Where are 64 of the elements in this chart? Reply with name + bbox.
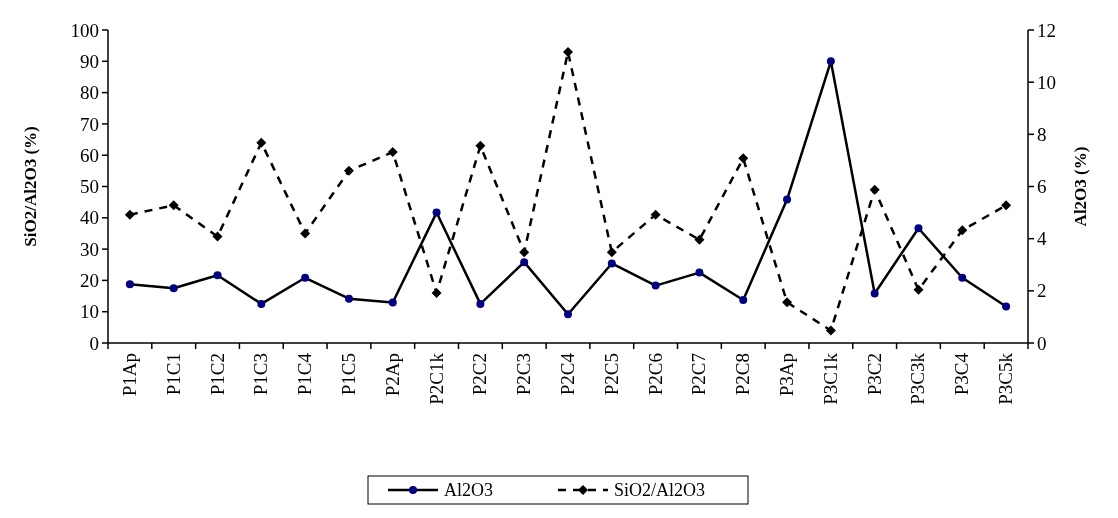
x-tick-label: P1C4 [294,352,316,396]
point [650,209,661,220]
point [825,325,836,336]
x-tick-label: P3Ap [776,353,798,397]
point [256,137,267,148]
x-tick-label: P2C6 [644,353,666,396]
y-tick-label: 50 [80,176,99,198]
point [387,147,398,158]
x-tick-label: P3C5k [995,352,1017,405]
point [475,140,486,151]
y-tick-label: 30 [80,238,99,260]
y2-tick-label: 12 [1037,19,1056,41]
y-tick-label: 80 [80,82,99,104]
point [300,228,311,239]
y2-tick-label: 6 [1037,176,1047,198]
y-tick-label: 70 [80,113,99,135]
point [343,165,354,176]
y-tick-label: 10 [80,301,99,323]
x-tick-label: P1Ap [118,353,140,397]
y2-axis-title: Al2O3 (%) [1071,146,1090,227]
y-tick-label: 90 [80,50,99,72]
y-tick-label: 60 [80,144,99,166]
y-tick-label: 100 [70,19,99,41]
legend-label: SiO2/Al2O3 [614,480,706,501]
x-tick-label: P2C2 [469,353,491,396]
x-tick-label: P1C5 [337,353,359,396]
point [519,247,530,258]
point [913,284,924,295]
x-tick-label: P3C2 [863,353,885,396]
x-tick-label: P2C1k [425,352,447,405]
x-tick-label: P2C8 [732,353,754,396]
x-tick-label: P2C4 [557,352,578,396]
point [738,153,749,164]
x-tick-label: P3C1k [819,352,841,405]
y-tick-label: 40 [80,207,99,229]
y2-tick-label: 10 [1037,71,1056,93]
legend-label: Al2O3 [444,480,493,501]
x-tick-label: P3C3k [907,352,929,405]
x-tick-label: P2C3 [513,353,535,396]
point [694,234,705,245]
x-tick-label: P2C5 [600,353,622,396]
y-tick-label: 20 [80,270,99,292]
point [431,287,442,298]
point [606,247,617,258]
x-tick-label: P2C7 [688,353,710,396]
y2-tick-label: 0 [1037,332,1047,354]
point [957,225,968,236]
x-tick-label: P1C3 [250,353,272,396]
point [168,200,179,211]
x-tick-label: P1C1 [162,353,184,396]
point [1001,200,1012,211]
point [563,46,573,57]
point [782,297,793,308]
x-tick-label: P3C4 [951,352,973,396]
x-tick-label: P1C2 [206,353,228,396]
point [124,209,135,220]
x-tick-label: P2Ap [381,353,403,397]
point [869,184,880,195]
y-axis-title: SiO2/Al2O3 (%) [21,126,40,247]
y-tick-label: 0 [89,332,99,354]
y2-tick-label: 4 [1037,228,1047,250]
point [212,231,223,242]
y2-tick-label: 2 [1037,280,1047,302]
y2-tick-label: 8 [1037,123,1047,145]
